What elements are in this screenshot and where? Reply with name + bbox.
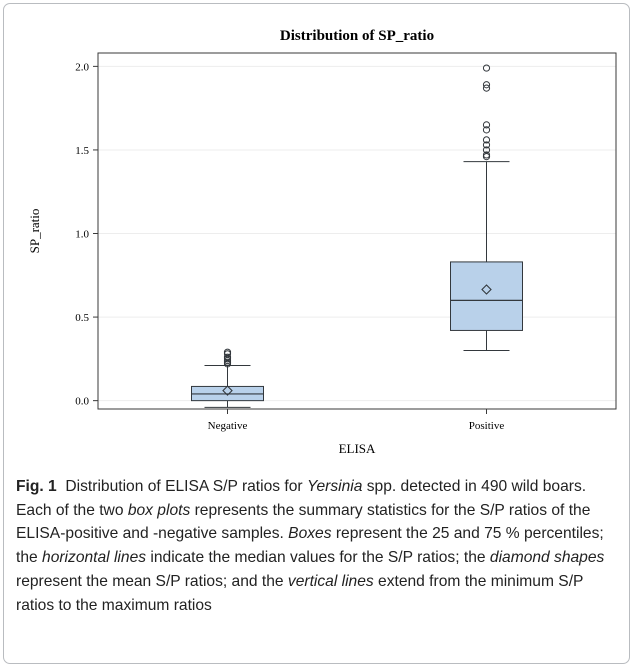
y-axis-label: SP_ratio bbox=[27, 209, 42, 254]
caption-italic: diamond shapes bbox=[489, 549, 605, 567]
caption-text: represent the mean S/P ratios; and the bbox=[16, 572, 288, 590]
y-tick-label: 2.0 bbox=[75, 61, 89, 73]
caption-italic: Yersinia bbox=[306, 478, 363, 495]
plot-frame bbox=[97, 52, 617, 410]
caption-text: indicate the median values for the S/P r… bbox=[146, 549, 490, 567]
caption-text: spp. detected in 490 wild boars. Each of… bbox=[16, 478, 587, 519]
outlier-point bbox=[482, 64, 491, 72]
figure-label: Fig. 1 bbox=[16, 478, 57, 495]
x-tick-label: Positive bbox=[469, 420, 505, 432]
chart-title: Distribution of SP_ratio bbox=[280, 28, 434, 44]
outlier-point bbox=[482, 81, 491, 89]
outlier-point bbox=[482, 146, 491, 154]
x-axis-label: ELISA bbox=[339, 441, 376, 456]
outlier-point bbox=[482, 136, 491, 144]
outlier-point bbox=[482, 151, 491, 159]
outlier-point bbox=[482, 141, 491, 149]
outlier-point bbox=[482, 84, 491, 92]
caption-italic: box plots bbox=[127, 501, 191, 519]
chart-area: Distribution of SP_ratio 0.0 0.5 1.0 1.5 2.0 S… bbox=[16, 18, 627, 468]
figure-caption: Fig. 1 Distribution of ELISA S/P ratios … bbox=[16, 475, 624, 617]
y-tick-label: 0.5 bbox=[75, 312, 89, 324]
outlier-point bbox=[482, 126, 491, 134]
caption-text: Distribution of ELISA S/P ratios for bbox=[65, 478, 307, 495]
y-tick-label: 1.0 bbox=[75, 229, 89, 241]
caption-italic: horizontal lines bbox=[42, 549, 147, 567]
box-group-negative bbox=[191, 348, 264, 408]
box-iqr bbox=[450, 261, 523, 331]
y-tick-label: 0.0 bbox=[75, 396, 89, 408]
x-tick-label: Negative bbox=[208, 420, 248, 432]
caption-italic: vertical lines bbox=[287, 572, 374, 590]
figure-frame: Distribution of SP_ratio 0.0 0.5 1.0 1.5 2.0 S… bbox=[3, 3, 630, 664]
caption-text: represent the 25 and 75 % percentiles; t… bbox=[16, 525, 604, 567]
outlier-point bbox=[223, 353, 232, 361]
caption-italic: Boxes bbox=[288, 525, 332, 543]
box-group-positive bbox=[450, 64, 523, 352]
y-tick-label: 1.5 bbox=[75, 145, 89, 157]
caption-text: extend from the minimum S/P ratios to th… bbox=[16, 572, 584, 614]
mean-diamond bbox=[481, 284, 492, 295]
caption-text: represents the summary statistics for th… bbox=[16, 501, 591, 543]
outlier-point bbox=[223, 348, 232, 356]
outlier-point bbox=[482, 121, 491, 129]
mean-diamond bbox=[222, 385, 233, 396]
boxplot-chart: Distribution of SP_ratio 0.0 0.5 1.0 1.5 2.0 S… bbox=[27, 28, 617, 456]
